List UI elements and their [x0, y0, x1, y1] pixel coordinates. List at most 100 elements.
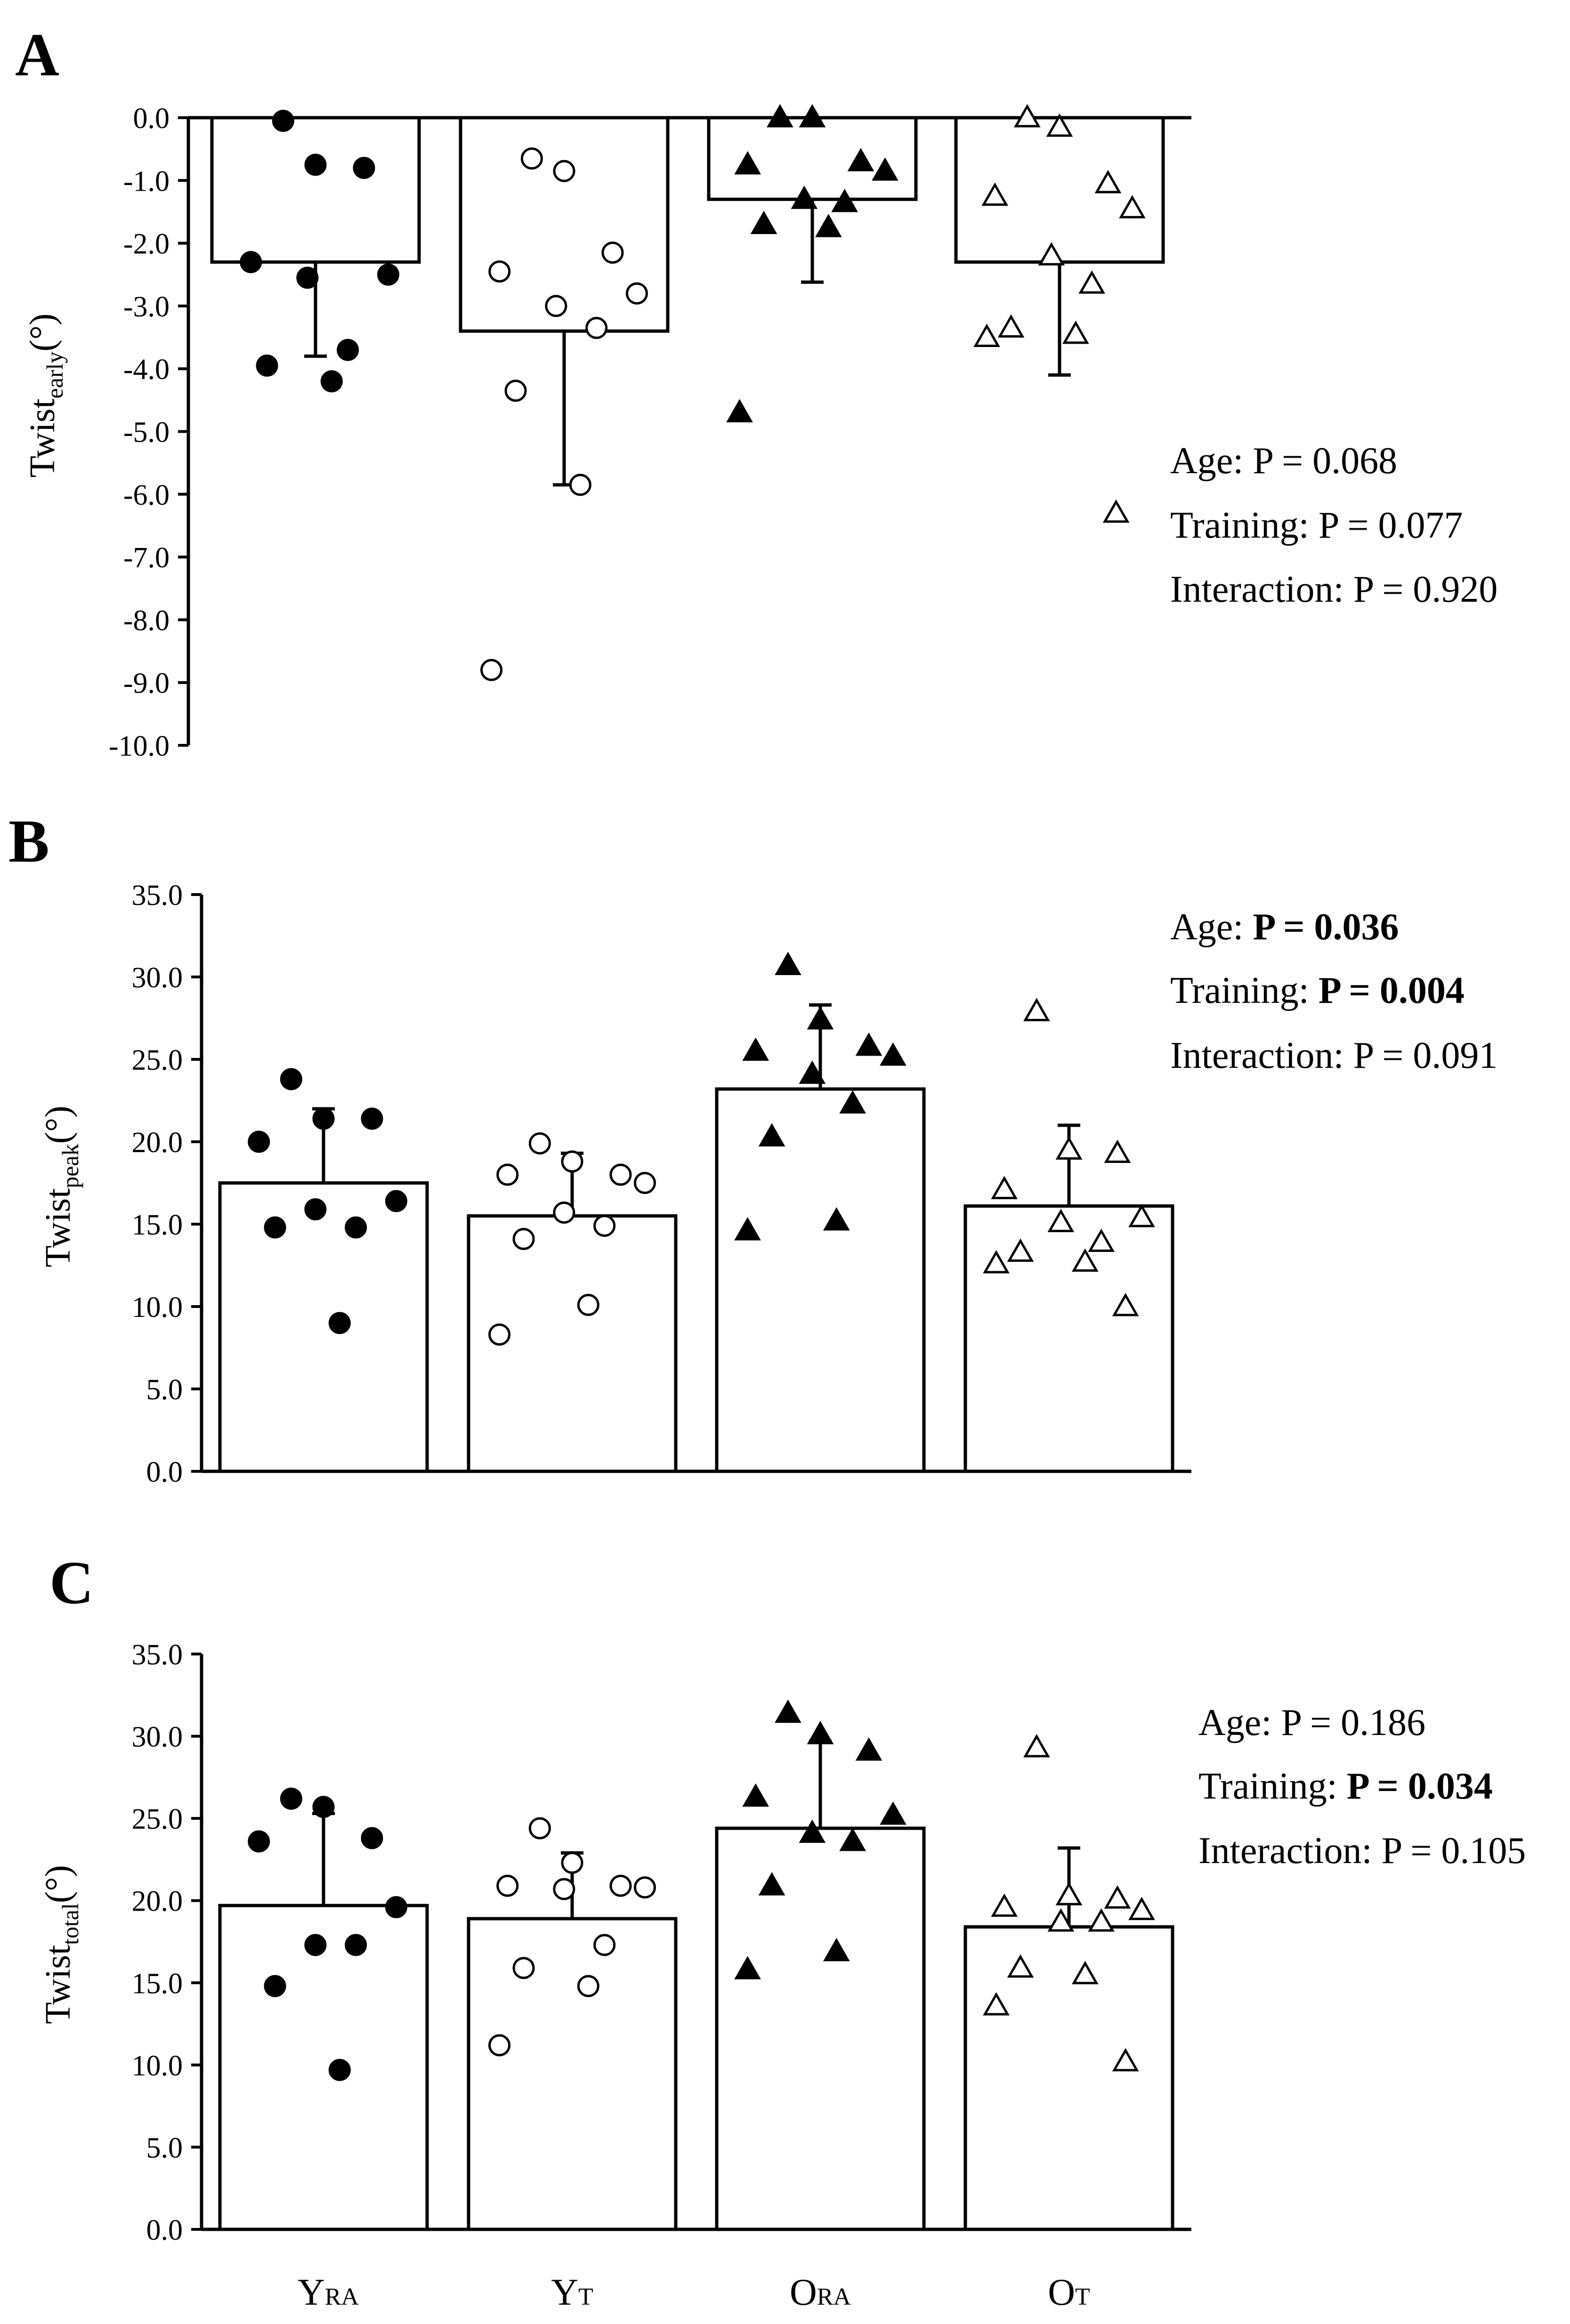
stat-value: P = 0.068	[1253, 440, 1398, 482]
y-axis-label-sub: early	[41, 352, 68, 399]
y-tick-label: 35.0	[132, 1639, 183, 1671]
y-tick-label: 35.0	[132, 880, 183, 912]
stat-label: Training:	[1170, 505, 1319, 546]
data-point	[248, 1830, 270, 1853]
data-point	[880, 1042, 906, 1066]
stat-value: P = 0.105	[1382, 1830, 1526, 1872]
y-tick-label: 20.0	[132, 1127, 183, 1159]
data-point	[839, 1090, 866, 1114]
data-point	[997, 314, 1025, 338]
y-tick-label: 30.0	[132, 1721, 183, 1753]
y-axis-label: Twistpeak(°)	[38, 1106, 83, 1267]
x-category-label: ORA	[790, 2272, 851, 2313]
data-point	[799, 1819, 826, 1843]
data-point	[609, 1874, 632, 1897]
data-point	[561, 1150, 583, 1173]
data-point	[561, 1851, 583, 1874]
data-point	[742, 1037, 769, 1061]
data-point	[880, 1801, 906, 1825]
stat-label: Age:	[1170, 906, 1253, 948]
x-category-label: YRA	[298, 2272, 359, 2313]
data-point	[742, 1783, 769, 1807]
data-point	[734, 1217, 761, 1241]
bar-ot	[954, 116, 1165, 264]
data-point	[553, 1878, 575, 1900]
stat-annotation: Age: P = 0.036	[1170, 906, 1399, 948]
y-tick-label: -5.0	[123, 417, 170, 449]
bar-yra	[218, 1181, 429, 1473]
y-tick-label: -9.0	[123, 668, 170, 700]
data-point	[1062, 320, 1089, 344]
data-point	[553, 160, 575, 182]
bar-ot	[963, 1204, 1174, 1473]
y-tick-label: 15.0	[132, 1209, 183, 1241]
data-point	[807, 1721, 834, 1744]
data-point	[520, 147, 543, 170]
stat-label: Training:	[1198, 1766, 1347, 1807]
data-point	[328, 2058, 351, 2081]
data-point	[496, 1163, 519, 1186]
stat-value: P = 0.077	[1319, 505, 1463, 546]
x-category-sub: T	[1075, 2284, 1090, 2310]
data-point	[312, 1107, 335, 1130]
data-point	[831, 188, 858, 212]
y-axis-label-main: Twist	[38, 1945, 78, 2024]
data-point	[991, 1893, 1018, 1917]
data-point	[855, 1737, 882, 1761]
data-point	[625, 282, 648, 305]
data-point	[304, 1198, 327, 1220]
data-point	[577, 1294, 599, 1316]
data-point	[991, 1176, 1018, 1199]
panel-c: C 0.0 5.0 10.0 15.0 20.0 25.0 30.0 35.0 Twisttota…	[38, 1549, 1526, 2313]
data-point	[240, 251, 262, 274]
stat-label: Training:	[1170, 970, 1319, 1011]
data-point	[1088, 1908, 1115, 1932]
data-point	[1088, 1228, 1115, 1252]
data-point	[304, 153, 327, 176]
stat-value: P = 0.091	[1353, 1035, 1498, 1076]
stat-annotation: Age: P = 0.068	[1170, 440, 1397, 482]
x-category-label: YT	[551, 2272, 593, 2313]
stat-annotation: Interaction: P = 0.920	[1170, 569, 1497, 610]
data-point	[480, 659, 503, 681]
y-axis-label: Twistearly(°)	[23, 314, 68, 478]
data-point	[1014, 104, 1041, 128]
data-point	[256, 355, 278, 377]
panel-letter: A	[15, 21, 59, 89]
data-point	[734, 1956, 761, 1979]
data-point	[528, 1817, 551, 1840]
bar-ot	[963, 1925, 1174, 2231]
bar-ora	[715, 1826, 926, 2231]
data-point	[569, 474, 591, 496]
data-point	[488, 2034, 511, 2057]
data-point	[304, 1934, 327, 1956]
y-tick-label: -1.0	[123, 165, 170, 197]
data-point	[553, 1202, 575, 1224]
data-point	[280, 1068, 302, 1090]
data-point	[248, 1130, 270, 1153]
data-point	[750, 210, 777, 234]
data-point	[1055, 1136, 1083, 1160]
data-point	[1023, 998, 1050, 1021]
x-category-main: Y	[298, 2272, 325, 2313]
stat-value: P = 0.004	[1319, 970, 1465, 1011]
data-point	[528, 1132, 551, 1154]
x-category-main: O	[790, 2272, 817, 2313]
x-category-label: OT	[1048, 2272, 1090, 2313]
bar-yra	[218, 1904, 429, 2231]
data-point	[807, 1006, 834, 1030]
data-point	[512, 1957, 535, 1979]
y-tick-label: 5.0	[146, 1374, 183, 1406]
data-point	[1112, 1292, 1139, 1316]
data-point	[983, 1992, 1010, 2016]
data-point	[1046, 113, 1073, 137]
y-tick-label: 5.0	[146, 2132, 183, 2164]
data-point	[758, 1123, 785, 1146]
data-point	[791, 186, 818, 209]
data-point	[775, 952, 801, 975]
data-point	[855, 1032, 882, 1056]
y-tick-label: -4.0	[123, 354, 170, 386]
y-tick-label: -8.0	[123, 605, 170, 637]
data-point	[981, 182, 1009, 206]
data-point	[488, 260, 511, 283]
